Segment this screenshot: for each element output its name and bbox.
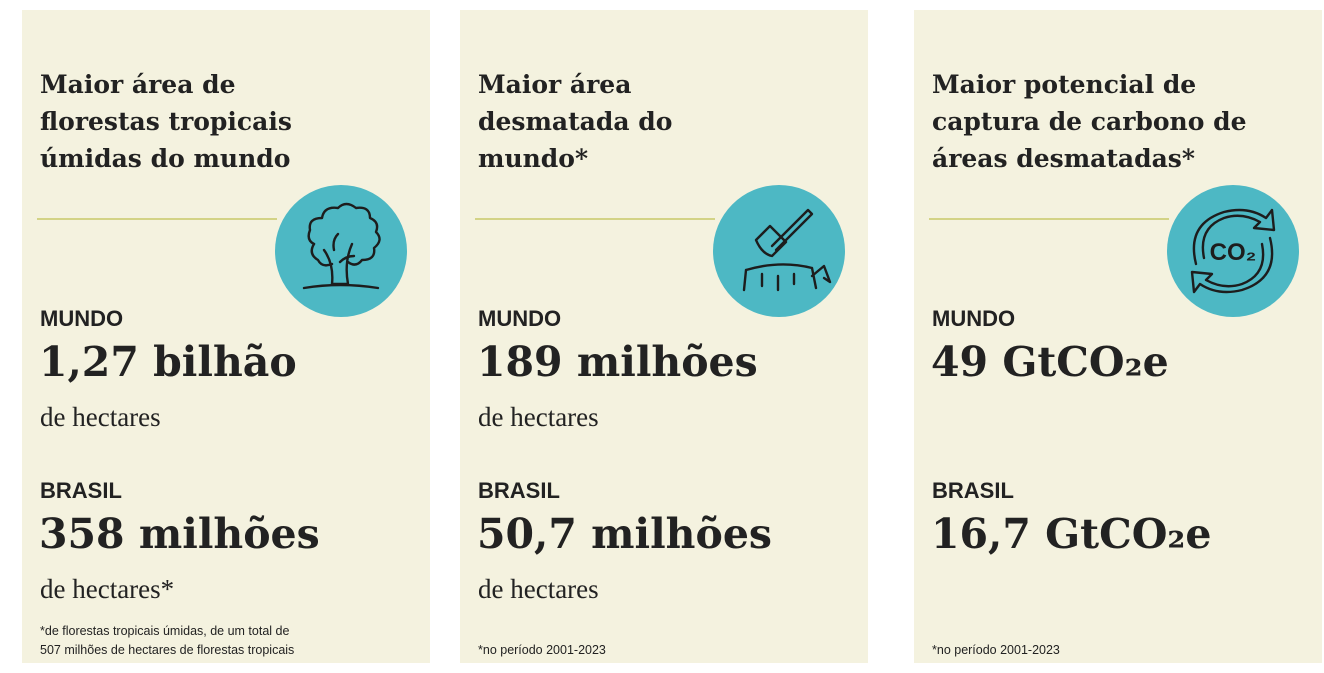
section-label: BRASIL [40, 478, 122, 503]
divider [37, 218, 277, 220]
icon-text: CO₂ [1210, 239, 1257, 266]
section-unit: de hectares [40, 402, 161, 432]
title-line: úmidas do mundo [40, 144, 291, 173]
footnote: *no período 2001-2023 [932, 641, 1060, 660]
divider [929, 218, 1169, 220]
section-value: 1,27 bilhão [39, 338, 297, 386]
section-label: MUNDO [40, 306, 124, 331]
icon-graphic [275, 185, 407, 317]
icon [274, 184, 408, 318]
card-title: Maior potencial de captura de carbono de á… [932, 66, 1246, 177]
footnote: *de florestas tropicais úmidas, de um to… [40, 622, 294, 660]
title-line: captura de carbono de [932, 107, 1247, 136]
footnote: *no período 2001-2023 [478, 641, 606, 660]
card-title: Maior área desmatada do mundo* [478, 66, 672, 177]
card: Maior área de florestas tropicais úmidas d… [22, 10, 430, 663]
section-unit: de hectares [478, 402, 599, 432]
footnote-line: *no período 2001-2023 [478, 643, 606, 657]
card: Maior potencial de captura de carbono de á… [914, 10, 1322, 663]
footnote-line: *de florestas tropicais úmidas, de um to… [40, 624, 290, 638]
section-value: 49 GtCO₂e [931, 338, 1169, 386]
section-label: MUNDO [932, 306, 1016, 331]
title-line: desmatada do [478, 107, 673, 136]
section-value: 358 milhões [39, 510, 320, 558]
divider [475, 218, 715, 220]
footnote-line: 507 milhões de hectares de florestas tro… [40, 643, 295, 657]
footnote-line: *no período 2001-2023 [932, 643, 1060, 657]
section-value: 189 milhões [477, 338, 758, 386]
section-unit: de hectares* [40, 574, 175, 604]
title-line: Maior área de [40, 70, 236, 99]
title-line: Maior potencial de [932, 70, 1197, 99]
card-title: Maior área de florestas tropicais úmidas d… [40, 66, 292, 177]
icon-graphic [713, 185, 845, 317]
title-line: áreas desmatadas* [932, 144, 1195, 173]
section-value: 50,7 milhões [477, 510, 772, 558]
section-label: BRASIL [478, 478, 560, 503]
section-label: BRASIL [932, 478, 1014, 503]
title-line: florestas tropicais [40, 107, 292, 136]
section-label: MUNDO [478, 306, 562, 331]
title-line: mundo* [478, 144, 589, 173]
icon-graphic: CO₂ [1167, 185, 1299, 317]
title-line: Maior área [478, 70, 632, 99]
card: Maior área desmatada do mundo* MUNDO 189 mi… [460, 10, 868, 663]
icon: CO₂ [1166, 184, 1300, 318]
section-unit: de hectares [478, 574, 599, 604]
icon [712, 184, 846, 318]
section-value: 16,7 GtCO₂e [931, 510, 1212, 558]
